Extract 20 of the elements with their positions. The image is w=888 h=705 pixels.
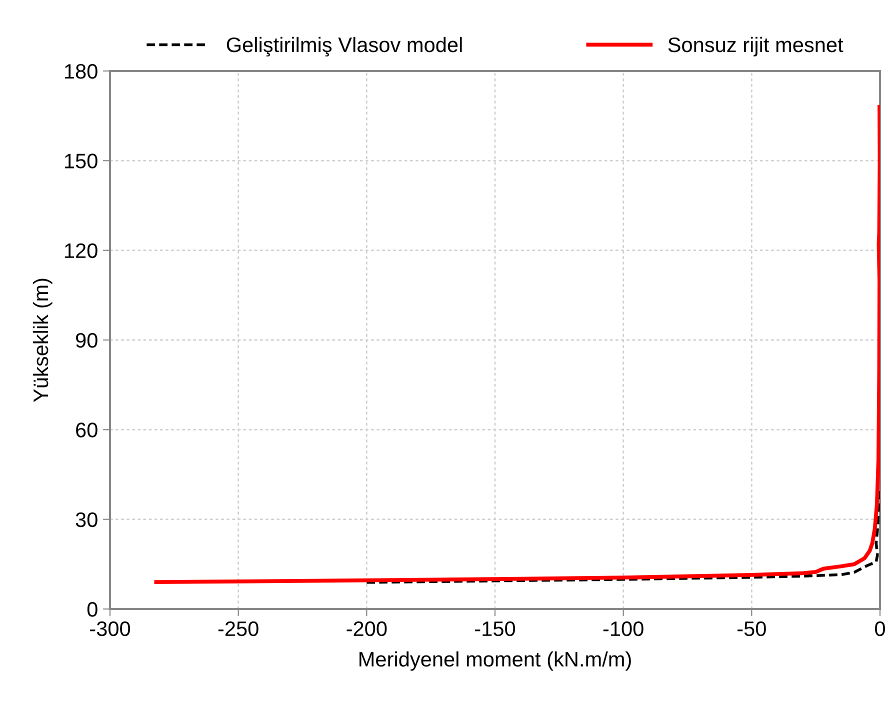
- x-tick-label: -50: [738, 621, 766, 636]
- x-tick-label: -150: [475, 621, 516, 636]
- y-tick-label: 30: [76, 512, 98, 528]
- y-tick-label: 0: [87, 602, 98, 617]
- x-tick-label: -100: [603, 621, 644, 636]
- y-tick-label: 90: [76, 333, 98, 348]
- x-tick-label: -200: [346, 621, 387, 636]
- y-tick-label: 180: [65, 64, 98, 79]
- line-series: [154, 104, 880, 584]
- line-series: [365, 488, 880, 584]
- y-tick-label: 60: [76, 422, 98, 438]
- legend-label: Sonsuz rijit mesnet: [668, 36, 844, 56]
- y-tick-label: 150: [65, 154, 98, 168]
- y-tick-label: 120: [65, 243, 98, 258]
- x-tick-label: -250: [218, 621, 258, 636]
- legend-label: Geliştirilmiş Vlasov model: [226, 36, 462, 56]
- x-tick-label: -300: [90, 621, 130, 636]
- x-tick-label: 0: [875, 621, 885, 636]
- x-axis-title: Meridyenel moment (kN.m/m): [360, 651, 631, 671]
- y-axis-title: Yükseklik (m): [32, 278, 52, 402]
